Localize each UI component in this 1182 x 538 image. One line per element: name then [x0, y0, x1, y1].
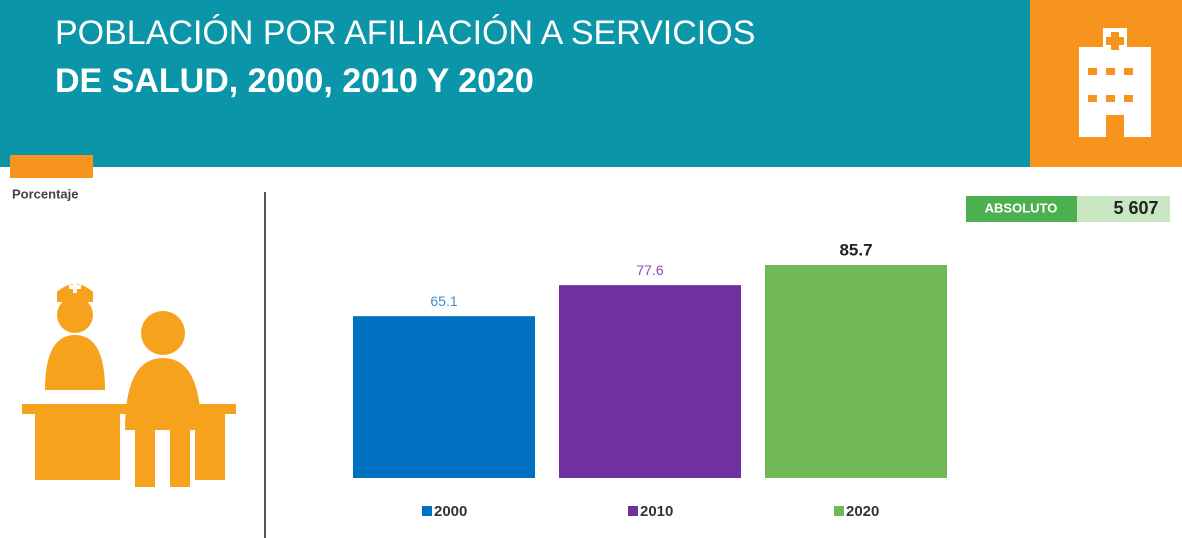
absolute-value: 5 607: [1113, 198, 1158, 218]
legend-swatch: [422, 506, 432, 516]
legend-swatch: [834, 506, 844, 516]
bar: [353, 316, 535, 478]
value-label: 65.1: [430, 293, 457, 309]
bar: [765, 265, 947, 478]
title-line2: DE SALUD, 2000, 2010 Y 2020: [55, 62, 534, 100]
infographic: POBLACIÓN POR AFILIACIÓN A SERVICIOS DE …: [0, 0, 1182, 538]
value-label: 85.7: [839, 240, 872, 259]
legend-label: 2010: [640, 503, 673, 520]
accent-bar: [10, 155, 93, 178]
bar: [559, 285, 741, 478]
value-label: 77.6: [636, 262, 663, 278]
absolute-label: ABSOLUTO: [985, 200, 1058, 215]
cross-v: [73, 281, 77, 293]
people-icon: [22, 284, 236, 487]
title-line1: POBLACIÓN POR AFILIACIÓN A SERVICIOS: [55, 14, 755, 52]
legend-swatch: [628, 506, 638, 516]
legend-label: 2020: [846, 503, 879, 520]
legend-label: 2000: [434, 503, 467, 520]
y-label: Porcentaje: [12, 186, 78, 201]
